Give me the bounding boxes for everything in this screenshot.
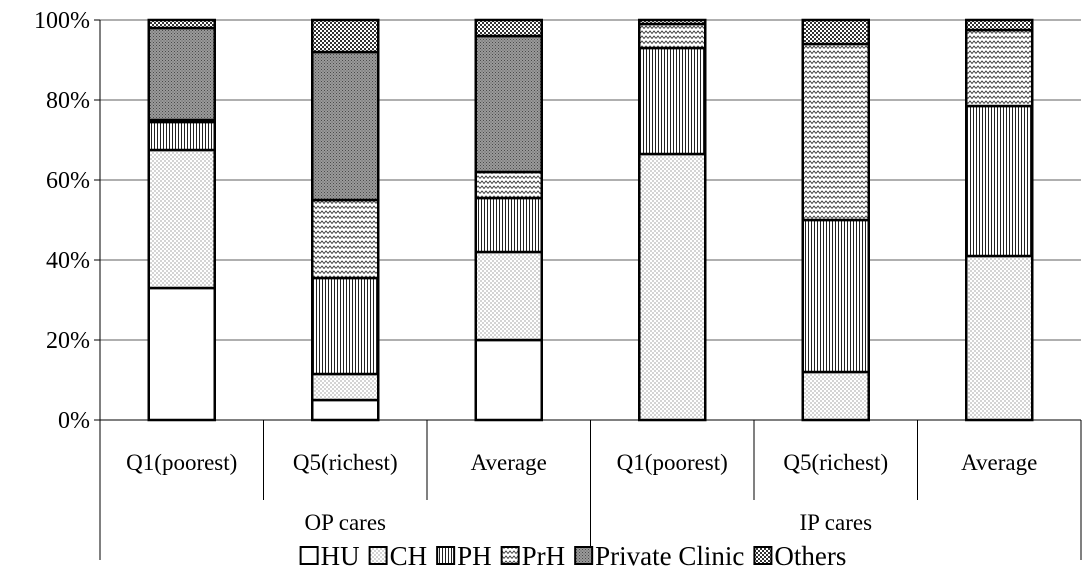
bar-segment-ch xyxy=(311,372,380,402)
legend-label: HU xyxy=(321,541,360,571)
x-tick-label: Q5(richest) xyxy=(783,450,888,475)
y-tick-label: 0% xyxy=(58,408,90,434)
x-tick-label: Q1(poorest) xyxy=(617,450,728,475)
bar-segment-prh xyxy=(801,42,870,222)
legend-item-ph: PH xyxy=(436,541,492,571)
bar-stack xyxy=(638,18,707,422)
bar-segment-hu xyxy=(474,338,543,422)
bar-stack xyxy=(311,18,380,422)
bar-segment-others xyxy=(638,18,707,26)
bar-segment-others xyxy=(311,18,380,54)
legend-swatch xyxy=(753,546,773,565)
bar-stack xyxy=(474,18,543,422)
y-tick-label: 40% xyxy=(46,248,90,274)
bar-segment-ch xyxy=(965,254,1034,422)
bar-stack xyxy=(801,18,870,422)
bar-segment-private-clinic xyxy=(311,50,380,202)
bar-segment-private-clinic xyxy=(147,26,216,122)
bar-segment-ch xyxy=(147,148,216,290)
y-tick-label: 80% xyxy=(46,88,90,114)
bar-segment-prh xyxy=(965,28,1034,108)
legend-swatch xyxy=(500,546,520,565)
bar-segment-private-clinic xyxy=(474,34,543,174)
x-tick-label: Average xyxy=(471,450,547,475)
legend-item-ch: CH xyxy=(368,541,428,571)
legend-item-hu: HU xyxy=(299,541,360,571)
x-group-label: IP cares xyxy=(799,510,872,535)
bar-segment-others xyxy=(147,18,216,30)
bar-stack xyxy=(147,18,216,422)
x-group-label: OP cares xyxy=(304,510,386,535)
legend-swatch xyxy=(574,546,594,565)
legend-label: PrH xyxy=(522,541,566,571)
bar-segment-ph xyxy=(801,218,870,374)
y-tick-label: 100% xyxy=(34,8,90,34)
bar-segment-ph xyxy=(474,196,543,254)
legend-label: PH xyxy=(457,541,492,571)
bar-segment-ch xyxy=(638,152,707,422)
bar-segment-prh xyxy=(474,170,543,200)
bar-segment-prh xyxy=(638,22,707,50)
x-tick-label: Q1(poorest) xyxy=(126,450,237,475)
bar-segment-ph xyxy=(638,46,707,156)
y-tick-label: 60% xyxy=(46,168,90,194)
bar-segment-others xyxy=(474,18,543,38)
bar-segment-ph xyxy=(311,276,380,376)
y-tick-label: 20% xyxy=(46,328,90,354)
legend-swatch xyxy=(299,546,319,565)
x-tick-label: Average xyxy=(961,450,1037,475)
bar-segment-ch xyxy=(801,370,870,422)
bar-segment-ph xyxy=(147,120,216,152)
bar-segment-ph xyxy=(965,104,1034,258)
legend-swatch xyxy=(436,546,456,565)
bar-stack xyxy=(965,18,1034,422)
bar-segment-prh xyxy=(311,198,380,280)
legend-item-prh: PrH xyxy=(500,541,566,571)
bar-segment-hu xyxy=(147,286,216,422)
bar-segment-others xyxy=(965,18,1034,32)
legend-label: Private Clinic xyxy=(595,541,744,571)
legend-item-others: Others xyxy=(753,541,846,571)
bar-segment-ch xyxy=(474,250,543,342)
legend-swatch xyxy=(368,546,388,565)
legend-label: CH xyxy=(390,541,428,571)
bar-segment-others xyxy=(801,18,870,46)
bar-segment-hu xyxy=(311,398,380,422)
legend-label: Others xyxy=(774,541,846,571)
x-tick-label: Q5(richest) xyxy=(293,450,398,475)
legend-item-private-clinic: Private Clinic xyxy=(574,541,744,571)
